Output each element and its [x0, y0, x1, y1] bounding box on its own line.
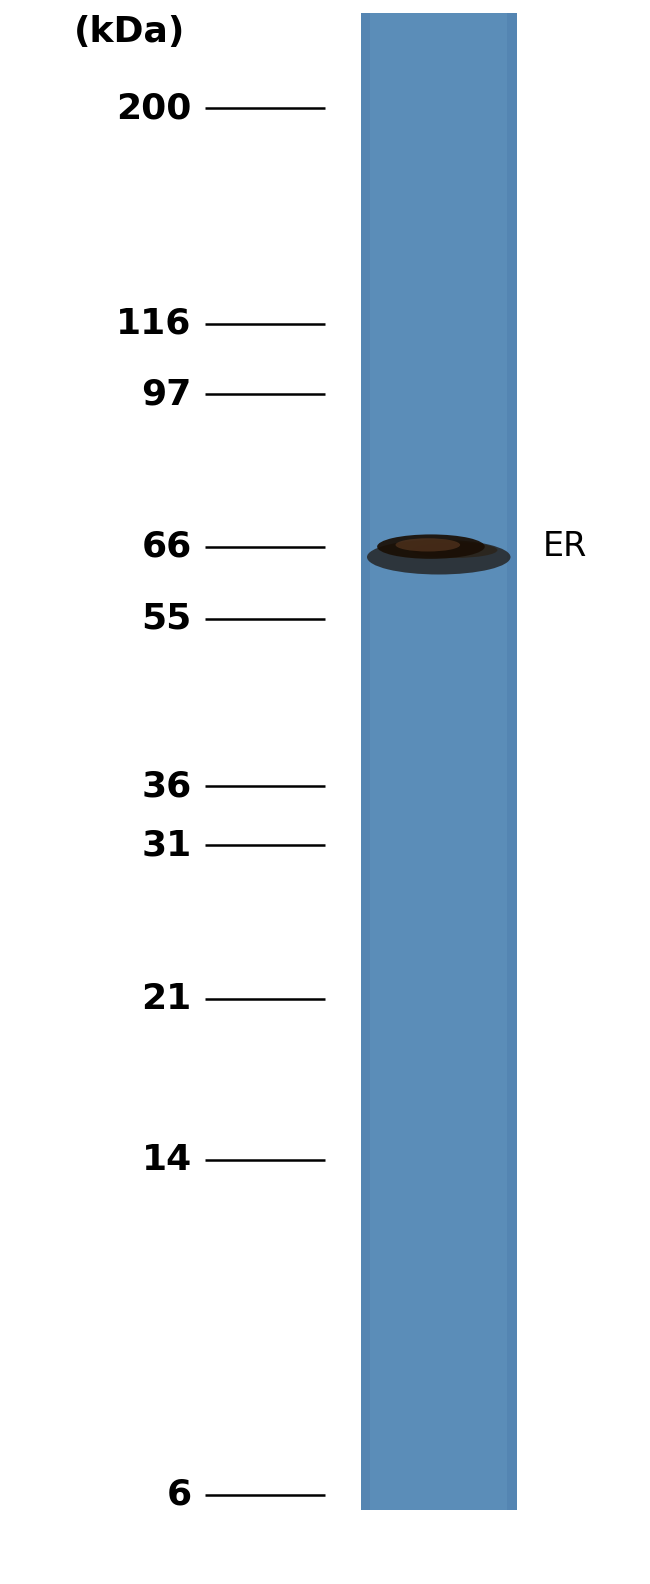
Text: 36: 36 [142, 770, 192, 803]
Text: 21: 21 [142, 982, 192, 1017]
Text: (kDa): (kDa) [74, 16, 185, 49]
Text: 97: 97 [142, 377, 192, 412]
Text: 116: 116 [116, 307, 192, 341]
Text: 6: 6 [166, 1478, 192, 1511]
Bar [361, 13, 370, 1511]
Text: 55: 55 [142, 602, 192, 635]
Text: 200: 200 [116, 92, 192, 125]
Ellipse shape [411, 542, 497, 558]
Text: ER: ER [543, 531, 587, 564]
Bar [508, 13, 517, 1511]
Text: 66: 66 [142, 529, 192, 564]
Ellipse shape [377, 534, 485, 559]
Text: 14: 14 [142, 1142, 192, 1177]
Text: 31: 31 [142, 828, 192, 862]
Ellipse shape [396, 539, 460, 551]
Ellipse shape [367, 540, 510, 575]
Bar [361, 13, 517, 1511]
